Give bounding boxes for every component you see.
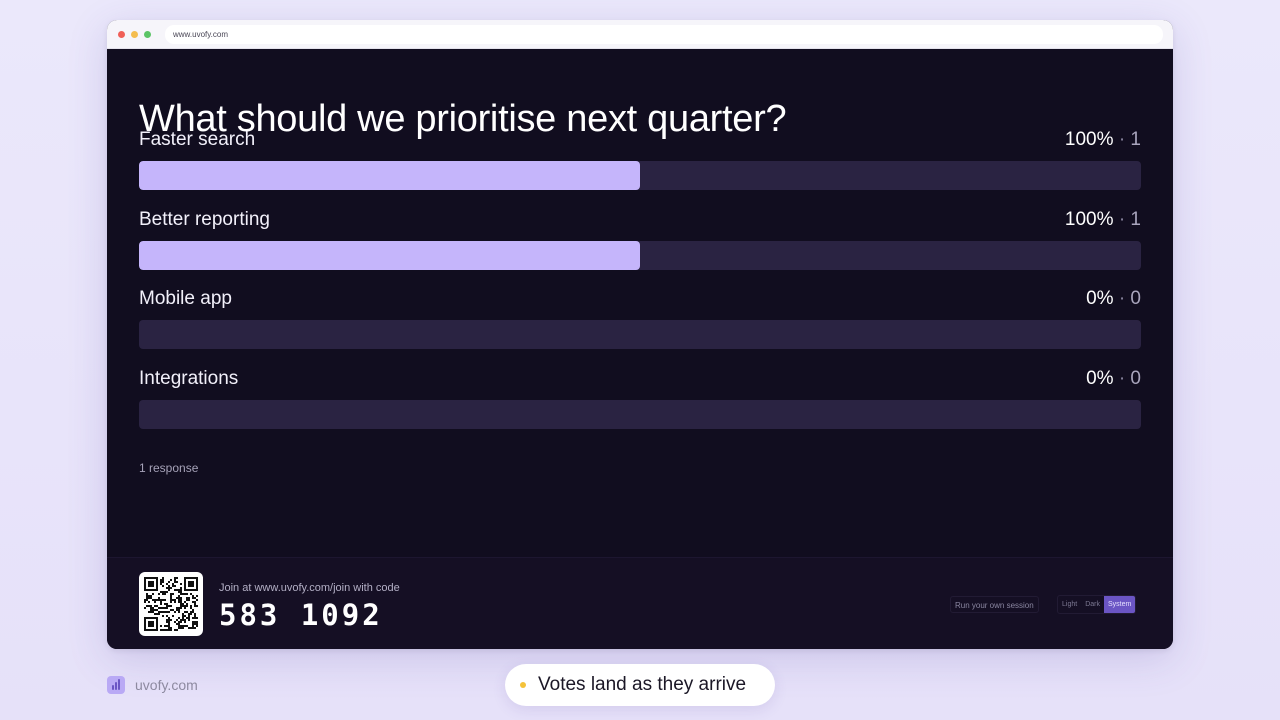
bar-chart-logo-icon	[107, 676, 125, 694]
close-window-button[interactable]	[118, 31, 125, 38]
browser-titlebar: www.uvofy.com	[107, 20, 1173, 49]
join-footer: Join at www.uvofy.com/join with code 583…	[107, 557, 1173, 649]
option-percent: 100%	[1064, 209, 1114, 230]
live-indicator-dot	[520, 682, 526, 688]
poll-results: What should we prioritise next quarter? …	[107, 49, 1173, 557]
join-qr-code	[139, 572, 203, 636]
stat-separator: ·	[1118, 129, 1126, 150]
brand: uvofy.com	[107, 676, 198, 694]
run-own-session-button[interactable]: Run your own session	[950, 596, 1039, 613]
stat-separator: ·	[1118, 368, 1126, 389]
theme-switcher: Light Dark System	[1057, 595, 1137, 614]
response-count: 1 response	[139, 461, 199, 475]
stat-separator: ·	[1118, 209, 1126, 230]
option-label: Faster search	[139, 129, 256, 150]
option-label: Integrations	[139, 368, 239, 389]
result-bar-track	[139, 161, 1141, 190]
join-code: 583 1092	[219, 598, 383, 632]
brand-name: uvofy.com	[135, 677, 198, 693]
join-instructions: Join at www.uvofy.com/join with code	[219, 582, 400, 594]
address-bar[interactable]: www.uvofy.com	[165, 25, 1163, 44]
option-label: Better reporting	[139, 209, 270, 230]
browser-window: www.uvofy.com What should we prioritise …	[107, 20, 1173, 649]
option-count: 0	[1130, 368, 1141, 389]
theme-light-button[interactable]: Light	[1062, 601, 1078, 608]
result-bar-track	[139, 400, 1141, 429]
option-stats: 100% · 1	[1065, 129, 1141, 151]
option-percent: 100%	[1064, 129, 1114, 150]
option-stats: 100% · 1	[1065, 209, 1141, 231]
caption-text: Votes land as they arrive	[538, 674, 747, 695]
option-count: 1	[1130, 129, 1141, 150]
option-stats: 0% · 0	[1086, 368, 1141, 390]
option-percent: 0%	[1086, 288, 1114, 309]
stat-separator: ·	[1118, 288, 1126, 309]
option-count: 1	[1130, 209, 1141, 230]
result-bar-fill	[139, 241, 640, 270]
theme-system-button[interactable]: System	[1103, 596, 1136, 613]
qr-code-icon	[144, 577, 198, 631]
result-bar-track	[139, 241, 1141, 270]
result-bar-track	[139, 320, 1141, 349]
maximize-window-button[interactable]	[144, 31, 151, 38]
option-count: 0	[1130, 288, 1141, 309]
option-stats: 0% · 0	[1086, 288, 1141, 310]
caption-pill: Votes land as they arrive	[505, 664, 775, 706]
minimize-window-button[interactable]	[131, 31, 138, 38]
option-percent: 0%	[1086, 368, 1114, 389]
result-bar-fill	[139, 161, 640, 190]
theme-dark-button[interactable]: Dark	[1085, 601, 1100, 608]
option-label: Mobile app	[139, 288, 232, 309]
poll-question: What should we prioritise next quarter?	[139, 98, 787, 140]
